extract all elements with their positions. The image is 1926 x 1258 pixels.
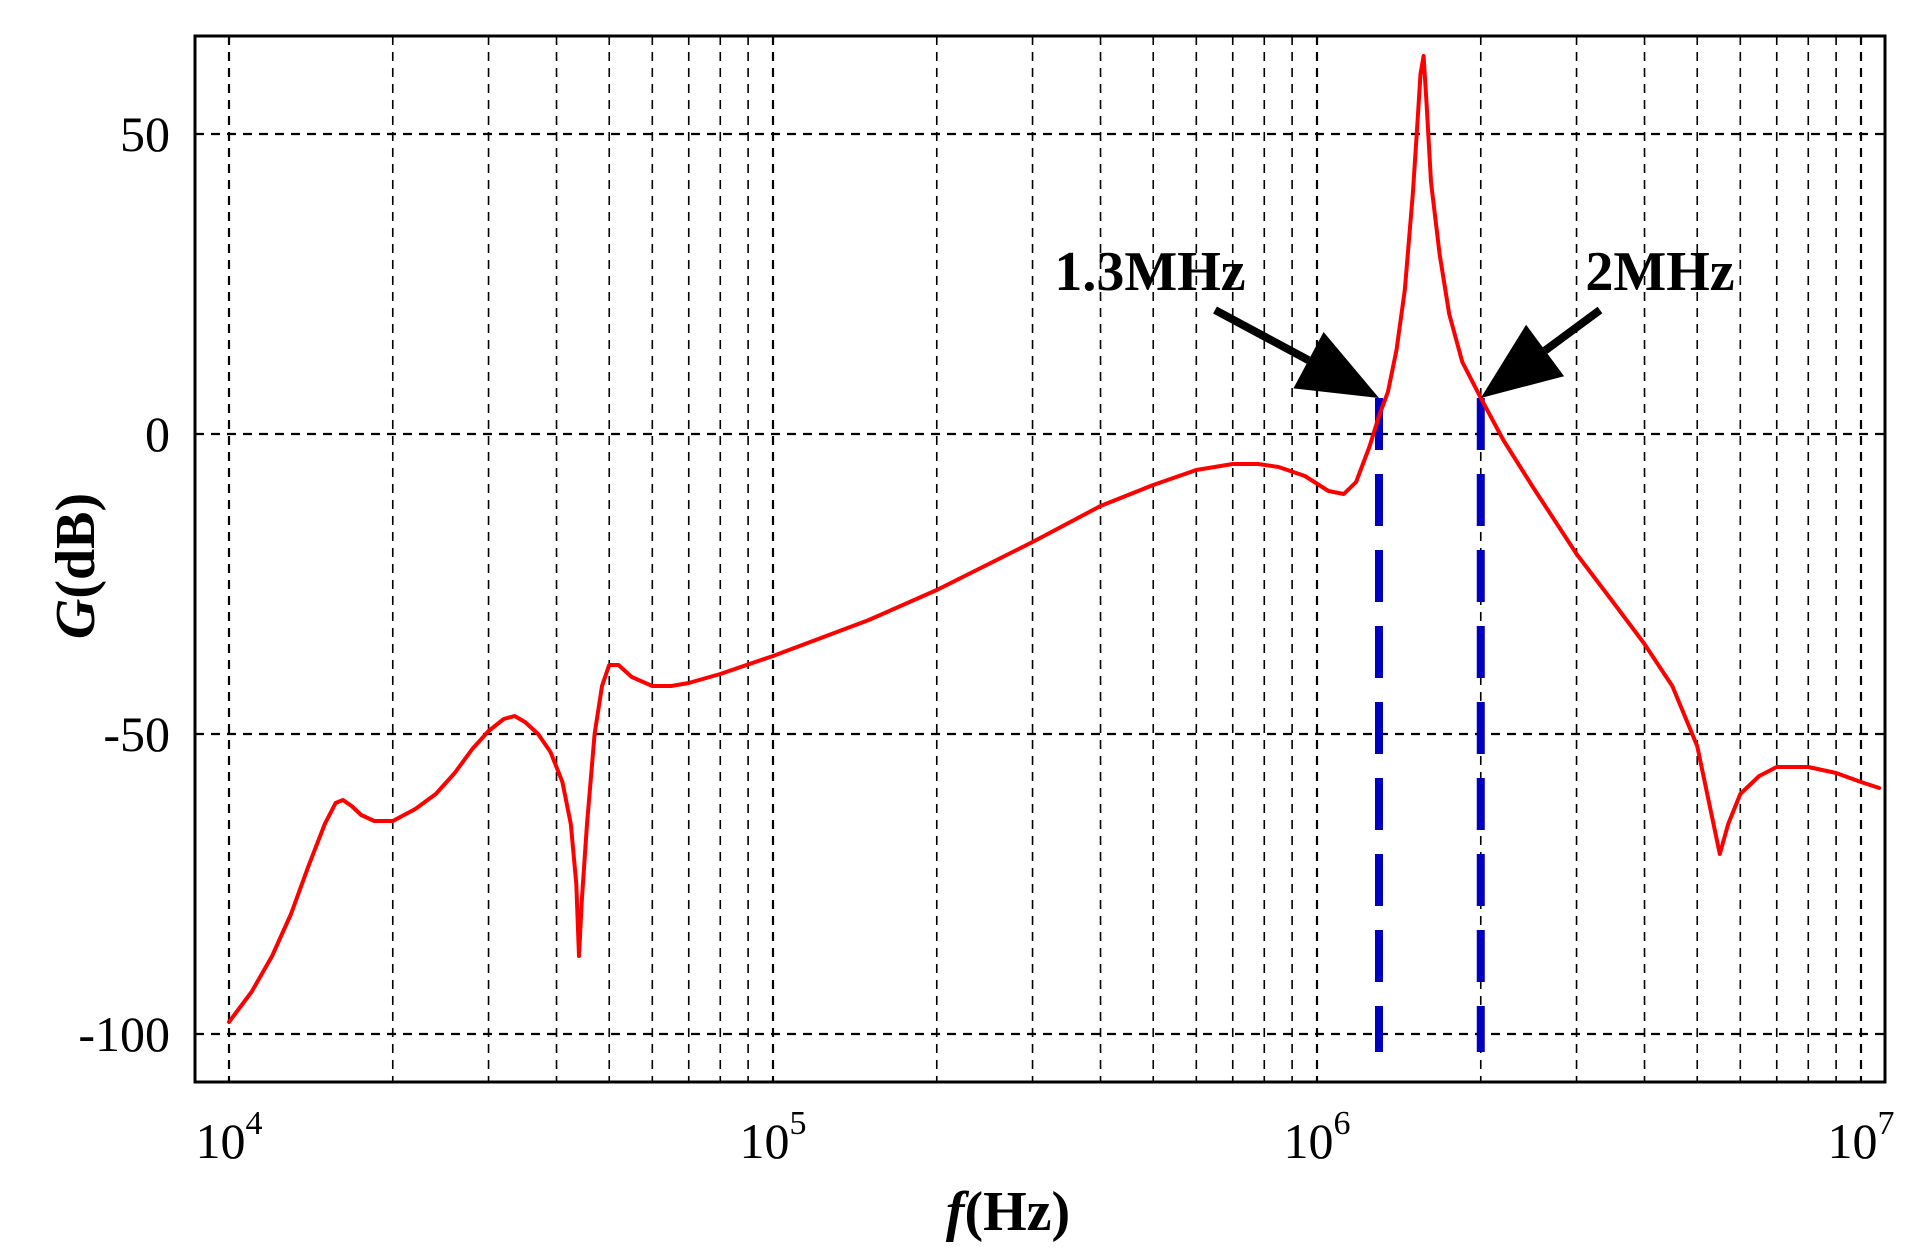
series-layer (227, 54, 1882, 1024)
x-tick-label: 107 (1828, 1105, 1895, 1169)
y-tick-label: -50 (103, 706, 170, 762)
minor-grid (391, 36, 1837, 1082)
x-tick-exponent: 7 (1878, 1105, 1895, 1142)
x-tick-label: 106 (1284, 1105, 1351, 1169)
annotation-label: 2MHz (1585, 241, 1734, 303)
y-tick-labels: 50 0 -50 -100 (78, 106, 170, 1062)
x-tick-label: 105 (740, 1105, 807, 1169)
annotation-arrow-head (1293, 332, 1379, 398)
annotation-arrow-head (1480, 324, 1565, 398)
y-axis-label-italic: G (45, 599, 107, 639)
annotations: 1.3MHz 2MHz (1054, 241, 1735, 398)
annotation-label: 1.3MHz (1054, 241, 1245, 303)
x-tick-exponent: 6 (1334, 1105, 1351, 1142)
plot-frame (193, 34, 1887, 1084)
x-tick-base: 10 (740, 1113, 790, 1169)
y-tick-label: 50 (120, 106, 170, 162)
major-grid (195, 36, 1885, 1082)
annotation-arrow-shaft (1213, 306, 1311, 364)
y-tick-label: 0 (145, 406, 170, 462)
x-tick-base: 10 (196, 1113, 246, 1169)
x-axis-label: f(Hz) (946, 1181, 1070, 1243)
series-line (227, 54, 1882, 1024)
x-tick-labels: 104 105 106 107 (196, 1105, 1895, 1169)
x-tick-exponent: 4 (246, 1105, 263, 1142)
x-tick-label: 104 (196, 1105, 263, 1169)
x-tick-base: 10 (1828, 1113, 1878, 1169)
x-axis-label-unit: (Hz) (964, 1181, 1070, 1243)
y-axis-label: G(dB) (45, 493, 107, 639)
y-tick-label: -100 (78, 1006, 170, 1062)
frequency-markers (1374, 398, 1485, 1052)
annotation-arrow-shaft (1542, 306, 1603, 354)
x-tick-base: 10 (1284, 1113, 1334, 1169)
y-axis-label-unit: (dB) (45, 493, 107, 599)
x-tick-exponent: 5 (790, 1105, 807, 1142)
